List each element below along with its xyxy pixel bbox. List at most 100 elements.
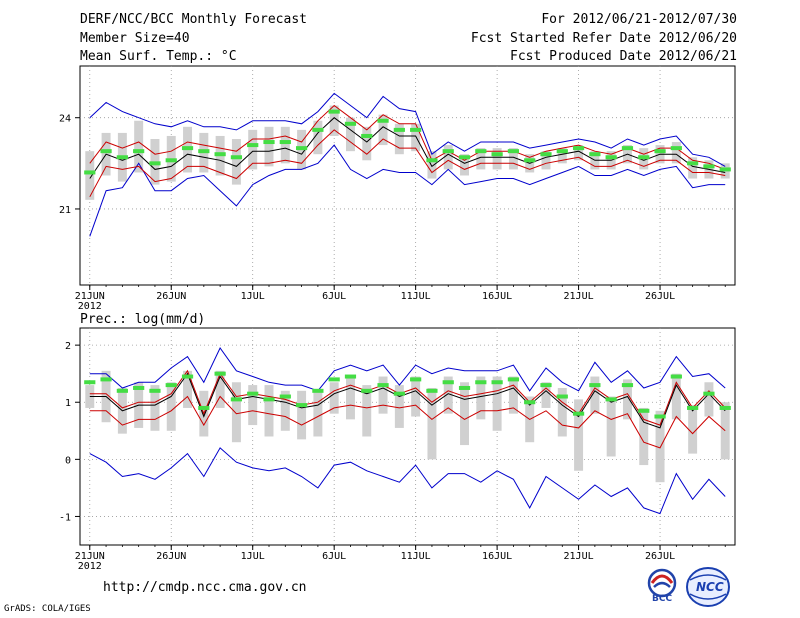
upper-red-line (89, 369, 726, 426)
spread-box (557, 387, 567, 437)
y-tick-label: 24 (59, 114, 71, 125)
ensemble-marker (100, 149, 112, 154)
ensemble-marker (116, 388, 128, 393)
ensemble-marker (507, 149, 520, 154)
ensemble-marker (295, 403, 308, 408)
min-line (89, 447, 726, 515)
ensemble-marker (703, 391, 715, 396)
started-refer-date: Fcst Started Refer Date 2012/06/20 (470, 31, 737, 46)
ensemble-marker (165, 158, 177, 163)
spread-box (378, 114, 388, 146)
ensemble-marker (344, 121, 357, 126)
spread-box (606, 396, 616, 457)
bcc-logo: BCC (642, 567, 682, 607)
y-tick-label: -1 (59, 512, 71, 523)
plot-frame (79, 327, 736, 546)
ensemble-marker (540, 383, 552, 388)
spread-box (378, 376, 388, 414)
ensemble-marker (507, 377, 520, 382)
ensemble-marker (279, 394, 291, 399)
ensemble-marker (133, 385, 145, 390)
ensemble-marker (181, 374, 194, 379)
ensemble-marker (361, 388, 373, 393)
ensemble-marker (165, 383, 177, 388)
plot-frame (79, 65, 736, 286)
ensemble-marker (458, 385, 471, 390)
ensemble-marker (491, 152, 503, 157)
spread-box (362, 385, 372, 437)
spread-box (248, 385, 258, 426)
ensemble-marker (475, 149, 487, 154)
ensemble-marker (377, 118, 389, 123)
spread-box (492, 148, 502, 170)
x-tick-label: 16JUL (482, 291, 512, 302)
footer-url: http://cmdp.ncc.cma.gov.cn (103, 580, 307, 595)
variable-label: Mean Surf. Temp.: °C (80, 49, 237, 64)
spread-box (655, 410, 665, 483)
ensemble-marker (458, 155, 471, 160)
spread-box (671, 142, 681, 164)
ensemble-marker (198, 405, 210, 410)
spread-box (443, 376, 453, 414)
x-tick-label: 6JUL (322, 291, 346, 302)
produced-date: Fcst Produced Date 2012/06/21 (510, 49, 737, 64)
max-line (89, 347, 726, 392)
ensemble-marker (589, 383, 601, 388)
lower-red-line (89, 395, 726, 449)
ensemble-marker (393, 391, 405, 396)
mean-line (89, 117, 726, 179)
spread-box (639, 407, 649, 466)
y-tick-label: 21 (59, 205, 71, 216)
ensemble-marker (181, 146, 194, 151)
ensemble-marker (719, 167, 731, 172)
x-tick-label: 21JUN (75, 551, 105, 562)
spread-box (264, 126, 274, 167)
grads-credit: GrADS: COLA/IGES (4, 604, 91, 614)
x-tick-label: 26JUL (645, 291, 675, 302)
spread-box (574, 399, 584, 471)
x-tick-label: 21JUN (75, 291, 105, 302)
x-tick-label: 26JUN (156, 551, 186, 562)
chart-title: DERF/NCC/BCC Monthly Forecast (80, 12, 307, 27)
precipitation-panel: 21JUN 26JUN 1JUL 6JUL 11JUL 16JUL 21JUL 26JUL20… (59, 312, 736, 572)
spread-box (264, 385, 274, 437)
ensemble-marker (426, 158, 438, 163)
ensemble-marker (524, 158, 536, 163)
ensemble-marker (84, 380, 96, 385)
ensemble-marker (589, 152, 601, 157)
spread-box (557, 148, 567, 164)
ensemble-marker (133, 149, 145, 154)
max-line (89, 92, 726, 167)
ensemble-marker (638, 155, 650, 160)
ensemble-marker (605, 155, 617, 160)
ncc-logo: NCC (684, 566, 732, 608)
temperature-panel: 21JUN 26JUN 1JUL 6JUL 11JUL 16JUL 21JUL 26JUL 20… (59, 65, 736, 312)
ensemble-marker (295, 146, 308, 151)
y-tick-label: 2 (65, 341, 71, 352)
spread-box (508, 148, 518, 170)
spread-box (150, 385, 160, 431)
spread-box (671, 373, 681, 420)
spread-box (427, 387, 437, 460)
ensemble-marker (328, 109, 340, 114)
ensemble-marker (377, 383, 389, 388)
ensemble-marker (247, 391, 259, 396)
ensemble-marker (621, 383, 634, 388)
min-line (89, 144, 726, 237)
y-tick-label: 0 (65, 455, 71, 466)
ensemble-marker (214, 152, 226, 157)
spread-box (460, 154, 470, 176)
mean-line (89, 372, 726, 429)
x-tick-label: 16JUL (482, 551, 512, 562)
ensemble-marker (540, 152, 552, 157)
spread-box (394, 385, 404, 428)
ensemble-marker (621, 146, 634, 151)
ensemble-marker (556, 149, 568, 154)
ensemble-marker (572, 411, 585, 416)
spread-box (411, 123, 421, 152)
ensemble-marker (491, 380, 503, 385)
ensemble-marker (687, 405, 699, 410)
ensemble-marker (230, 397, 243, 402)
bcc-logo-text: BCC (652, 594, 673, 604)
